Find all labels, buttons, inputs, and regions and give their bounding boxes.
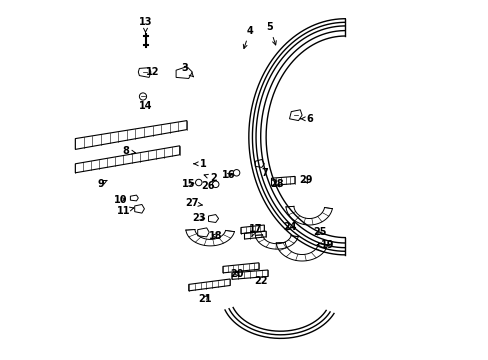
Text: 20: 20 xyxy=(230,269,244,279)
Text: 6: 6 xyxy=(300,114,312,124)
Text: 29: 29 xyxy=(298,175,312,185)
Text: 14: 14 xyxy=(139,101,152,111)
Text: 4: 4 xyxy=(243,26,253,49)
Text: 9: 9 xyxy=(97,179,107,189)
Text: 23: 23 xyxy=(192,213,206,223)
Text: 12: 12 xyxy=(145,67,159,77)
Text: 10: 10 xyxy=(113,195,127,205)
Text: 25: 25 xyxy=(313,227,326,237)
Text: 11: 11 xyxy=(117,206,134,216)
Text: 13: 13 xyxy=(139,17,152,32)
Text: 19: 19 xyxy=(317,240,333,250)
Text: 27: 27 xyxy=(185,198,202,208)
Text: 24: 24 xyxy=(282,222,296,232)
Text: 2: 2 xyxy=(203,173,217,183)
Text: 17: 17 xyxy=(248,224,262,237)
Text: 22: 22 xyxy=(253,276,267,286)
Text: 5: 5 xyxy=(266,22,276,45)
Text: 16: 16 xyxy=(221,170,235,180)
Text: 7: 7 xyxy=(261,168,267,178)
Text: 28: 28 xyxy=(269,179,283,189)
Text: 26: 26 xyxy=(202,181,215,191)
Text: 8: 8 xyxy=(122,146,135,156)
Text: 1: 1 xyxy=(194,159,206,169)
Text: 3: 3 xyxy=(182,63,193,77)
Text: 15: 15 xyxy=(182,179,195,189)
Text: 21: 21 xyxy=(198,294,211,304)
Text: 18: 18 xyxy=(208,231,222,241)
